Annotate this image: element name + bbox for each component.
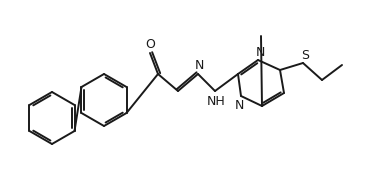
Text: N: N [194, 58, 204, 71]
Text: O: O [145, 38, 155, 51]
Text: NH: NH [206, 95, 225, 107]
Text: N: N [234, 98, 244, 112]
Text: S: S [301, 48, 309, 61]
Text: N: N [255, 46, 265, 58]
